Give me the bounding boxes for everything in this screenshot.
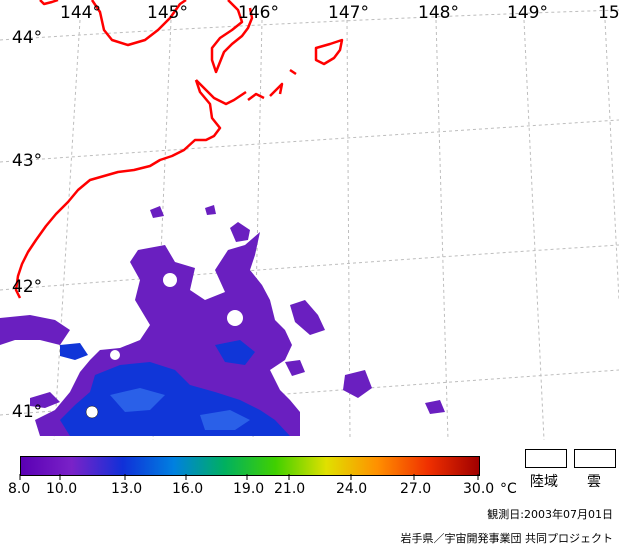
latitude-label-43: 43°	[12, 151, 43, 171]
longitude-label-144: 144°	[60, 3, 101, 23]
longitude-label-145: 145°	[147, 3, 188, 23]
latitude-label-44: 44°	[12, 28, 43, 48]
longitude-label-147: 147°	[328, 3, 369, 23]
sst-map	[0, 0, 619, 440]
colorbar-ticks	[19, 474, 479, 480]
colorbar-tick-27: 27.0	[400, 481, 432, 497]
land-legend-box	[525, 449, 567, 468]
colorbar-tick-19: 19.0	[233, 481, 265, 497]
observation-date: 観測日:2003年07月01日	[487, 508, 613, 521]
latitude-label-41: 41°	[12, 402, 43, 422]
coastline	[14, 0, 344, 299]
longitude-label-148: 148°	[418, 3, 459, 23]
longitude-label-146: 146°	[238, 3, 279, 23]
cloud-legend-box	[574, 449, 616, 468]
colorbar-tick-16: 16.0	[172, 481, 204, 497]
colorbar	[20, 456, 480, 476]
credit-line: 岩手県／宇宙開発事業団 共同プロジェクト	[400, 532, 614, 545]
colorbar-tick-8: 8.0	[8, 481, 31, 497]
colorbar-unit: °C	[500, 481, 517, 497]
colorbar-tick-10: 10.0	[46, 481, 78, 497]
latitude-label-42: 42°	[12, 277, 43, 297]
sea-surface-temperature-field	[0, 205, 445, 436]
longitude-label-150: 15	[598, 3, 619, 23]
land-legend-label: 陸域	[530, 474, 558, 490]
colorbar-tick-30: 30.0	[463, 481, 495, 497]
colorbar-tick-21: 21.0	[274, 481, 306, 497]
cloud-legend-label: 雲	[587, 474, 601, 490]
colorbar-tick-13: 13.0	[111, 481, 143, 497]
longitude-label-149: 149°	[507, 3, 548, 23]
colorbar-tick-24: 24.0	[336, 481, 368, 497]
